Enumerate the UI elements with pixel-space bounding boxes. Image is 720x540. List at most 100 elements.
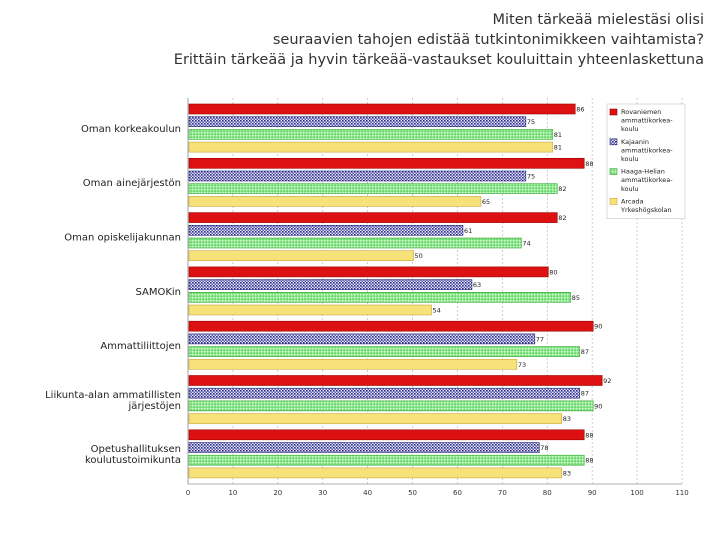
category-label-line: Opetushallituksen <box>91 444 181 455</box>
x-tick-label: 100 <box>630 489 643 497</box>
bar <box>188 129 554 140</box>
x-tick-label: 50 <box>408 489 417 497</box>
legend-label-line: Rovaniemen <box>621 108 661 116</box>
x-tick-label: 90 <box>588 489 597 497</box>
category-label: SAMOKin <box>135 287 181 298</box>
legend-label-line: Yrkeshögskolan <box>620 206 672 214</box>
bar <box>188 304 432 316</box>
category-label-line: Liikunta-alan ammatillisten <box>45 390 181 401</box>
data-label: 78 <box>540 444 548 452</box>
data-label: 65 <box>482 198 490 206</box>
data-label: 86 <box>576 106 584 114</box>
bar <box>188 291 572 303</box>
bar <box>188 212 558 223</box>
category-label-line: Oman korkeakoulun <box>81 124 181 135</box>
data-label: 85 <box>572 294 580 302</box>
data-label: 61 <box>464 227 472 235</box>
title-line-1: Miten tärkeää mielestäsi olisi <box>492 12 704 28</box>
category-label-line: koulutustoimikunta <box>85 455 181 466</box>
data-label: 54 <box>433 307 441 315</box>
legend-swatch <box>609 168 618 175</box>
bar <box>188 320 594 332</box>
data-label: 74 <box>522 240 530 248</box>
data-label: 82 <box>558 185 566 193</box>
legend-swatch <box>609 138 618 146</box>
legend-label-line: ammattikorkea- <box>621 146 673 154</box>
bar <box>188 358 518 370</box>
legend-box <box>606 103 686 219</box>
bar <box>188 346 581 357</box>
category-label: Oman opiskelijakunnan <box>64 233 181 244</box>
legend-label-line: koulu <box>621 185 639 193</box>
bar <box>188 413 563 424</box>
x-tick-label: 10 <box>228 489 237 497</box>
chart-title: Miten tärkeää mielestäsi olisi seuraavie… <box>174 10 704 70</box>
x-tick-label: 0 <box>186 489 190 497</box>
legend-label: Rovaniemen ammattikorkea-koulu <box>621 108 673 133</box>
x-tick-label: 20 <box>273 489 282 497</box>
bar <box>188 225 464 236</box>
bar <box>188 250 414 261</box>
x-tick-label: 40 <box>363 489 372 497</box>
category-label: Ammattiliittojen <box>100 341 181 352</box>
data-label: 90 <box>594 402 602 410</box>
data-label: 87 <box>581 390 589 398</box>
category-label: Oman korkeakoulun <box>81 124 181 135</box>
x-tick-label: 70 <box>498 489 507 497</box>
legend-label-line: ammattikorkea- <box>621 176 673 184</box>
bar <box>188 103 576 115</box>
category-label-line: Oman ainejärjestön <box>83 178 181 189</box>
data-label: 73 <box>518 361 526 369</box>
bar <box>188 266 549 278</box>
bar <box>188 279 473 290</box>
bar <box>188 454 585 466</box>
data-label: 83 <box>563 469 571 477</box>
category-label-line: Ammattiliittojen <box>100 341 181 352</box>
category-label-line: Oman opiskelijakunnan <box>64 233 181 244</box>
bar <box>188 141 554 153</box>
data-label: 77 <box>536 335 544 343</box>
bar <box>188 400 594 412</box>
x-tick-label: 60 <box>453 489 462 497</box>
legend-swatch <box>609 198 618 205</box>
data-label: 83 <box>563 415 571 423</box>
bar <box>188 196 482 207</box>
legend-label: Haaga-Helian ammattikorkea-koulu <box>621 168 673 193</box>
bar <box>188 333 536 345</box>
category-label: Liikunta-alan ammatillisten järjestöjen <box>45 390 181 412</box>
legend-label: Kajaanin ammattikorkea-koulu <box>621 138 673 163</box>
legend-label-line: Haaga-Helian <box>621 168 665 176</box>
x-tick-label: 110 <box>675 489 688 497</box>
data-label: 75 <box>527 118 535 126</box>
data-label: 90 <box>594 323 602 331</box>
data-label: 81 <box>554 131 562 139</box>
data-label: 87 <box>581 348 589 356</box>
data-label: 80 <box>549 268 557 276</box>
legend-label-line: koulu <box>621 125 639 133</box>
data-label: 92 <box>603 377 611 385</box>
bar <box>188 467 563 479</box>
legend-label-line: ammattikorkea- <box>621 117 673 125</box>
category-label-line: järjestöjen <box>128 401 181 412</box>
title-line-3: Erittäin tärkeää ja hyvin tärkeää-vastau… <box>173 52 704 68</box>
data-label: 88 <box>585 431 593 439</box>
bar <box>188 429 585 441</box>
legend-label-line: Kajaanin <box>621 138 649 146</box>
legend-label: Arcada Yrkeshögskolan <box>620 197 672 214</box>
bar <box>188 237 522 249</box>
data-label: 88 <box>585 457 593 465</box>
legend-label-line: Arcada <box>621 197 644 205</box>
data-label: 63 <box>473 281 481 289</box>
bar <box>188 387 581 399</box>
bar <box>188 442 540 453</box>
data-label: 88 <box>585 160 593 168</box>
bar <box>188 116 527 127</box>
bar <box>188 375 603 386</box>
category-label: Opetushallituksen koulutustoimikunta <box>85 444 181 466</box>
x-tick-label: 30 <box>318 489 327 497</box>
bar <box>188 170 527 182</box>
bar <box>188 183 558 194</box>
data-label: 75 <box>527 173 535 181</box>
bars <box>188 103 603 479</box>
